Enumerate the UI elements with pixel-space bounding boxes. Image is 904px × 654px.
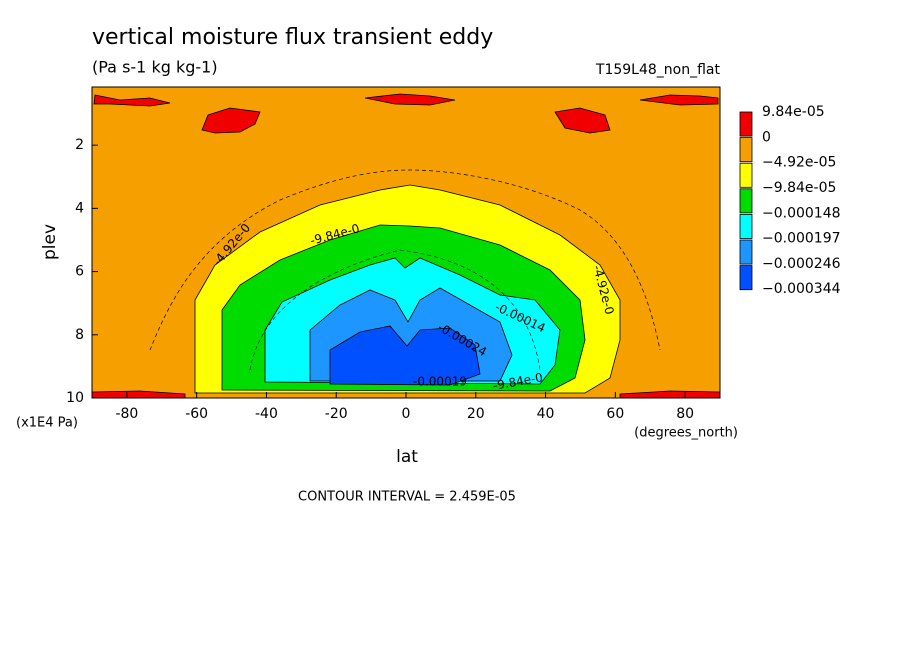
colorbar-label: −0.000197 <box>762 231 841 247</box>
contour-region <box>554 107 611 134</box>
x-tick-label: 40 <box>537 406 555 422</box>
contour-line <box>149 169 661 351</box>
x-tick-label: 80 <box>676 406 694 422</box>
colorbar-box <box>739 111 753 137</box>
contour-interval: CONTOUR INTERVAL = 2.459E-05 <box>298 490 516 505</box>
y-unit: (x1E4 Pa) <box>16 416 78 431</box>
colorbar-label: 0 <box>762 129 771 145</box>
colorbar-label: −0.000246 <box>762 256 841 272</box>
y-tick-label: 10 <box>66 390 84 406</box>
contour-region <box>639 94 719 106</box>
colorbar-box <box>739 188 753 214</box>
x-axis-label: lat <box>396 447 418 467</box>
contour-region <box>93 94 171 107</box>
contour-region <box>364 93 456 106</box>
y-tick-label: 4 <box>75 200 84 216</box>
colorbar-label: −0.000344 <box>762 281 841 297</box>
x-tick-label: -60 <box>185 406 208 422</box>
colorbar-box <box>739 213 753 239</box>
x-tick-label: 0 <box>402 406 411 422</box>
colorbar-box <box>739 239 753 265</box>
colorbar-label: −9.84e-05 <box>762 180 836 196</box>
contour-line <box>249 249 541 371</box>
colorbar-box <box>739 137 753 163</box>
y-axis-label: plev <box>40 224 60 260</box>
x-unit: (degrees_north) <box>634 426 738 441</box>
x-tick-label: 20 <box>467 406 485 422</box>
colorbar-label: −4.92e-05 <box>762 155 836 171</box>
chart-title: vertical moisture flux transient eddy <box>92 25 493 50</box>
contour-label: -0.00019 <box>413 375 467 389</box>
x-tick-label: -40 <box>255 406 278 422</box>
y-tick-label: 6 <box>75 264 84 280</box>
chart-subtitle: (Pa s-1 kg kg-1) <box>92 58 218 77</box>
run-label: T159L48_non_flat <box>595 62 721 78</box>
x-tick-label: -20 <box>325 406 348 422</box>
colorbar-label: −0.000148 <box>762 205 841 221</box>
colorbar-box <box>739 162 753 188</box>
colorbar-box <box>739 265 753 291</box>
x-tick-label: 60 <box>606 406 624 422</box>
contour-region <box>201 107 261 134</box>
colorbar-label: 9.84e-05 <box>762 104 825 120</box>
contour-region <box>329 325 481 386</box>
y-tick-label: 8 <box>75 327 84 343</box>
y-tick-label: 2 <box>75 137 84 153</box>
x-tick-label: -80 <box>115 406 138 422</box>
